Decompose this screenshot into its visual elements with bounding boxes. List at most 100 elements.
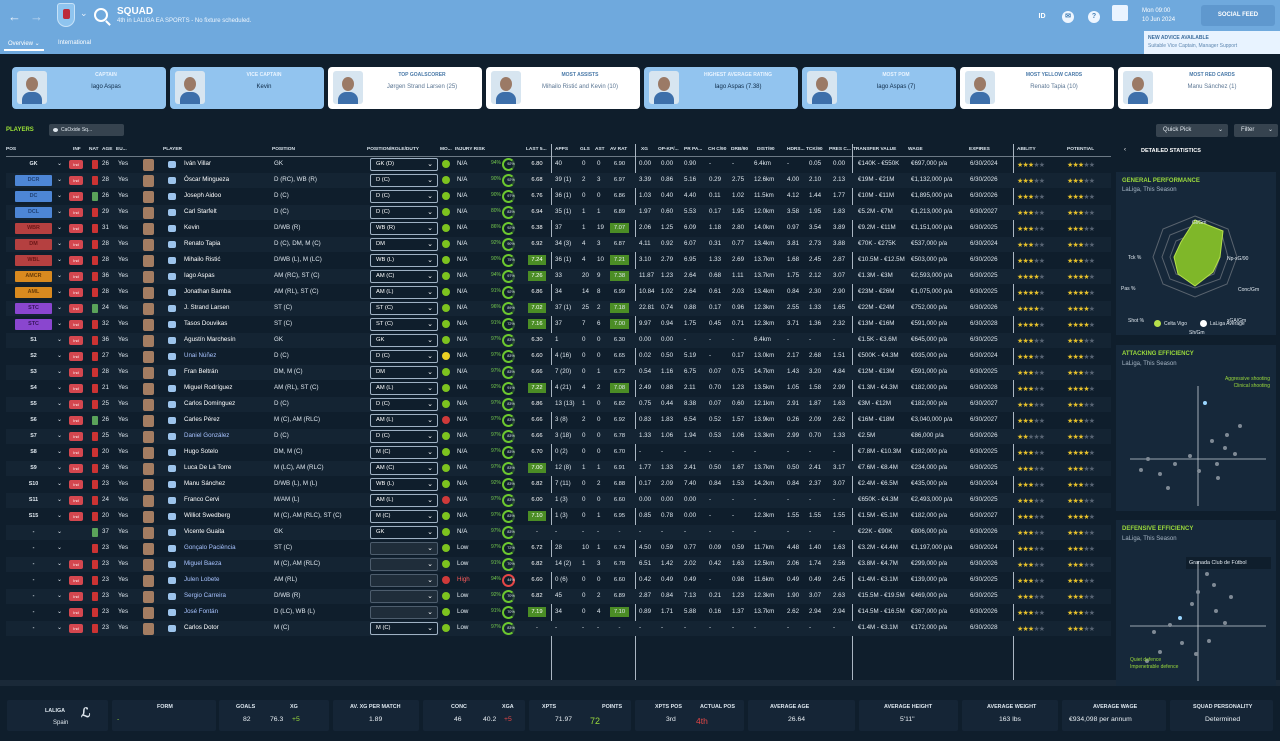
league-block[interactable]: LALIGA Spain ℒ <box>7 700 108 731</box>
filter-button[interactable]: Filter ⌄ <box>1234 124 1278 137</box>
player-name-link[interactable]: Óscar Mingueza <box>184 176 230 183</box>
id-icon[interactable]: ID <box>1038 13 1046 20</box>
column-header-position[interactable]: POSITION <box>272 147 295 152</box>
expand-chevron-icon[interactable]: ⌄ <box>57 273 63 279</box>
role-duty-dropdown[interactable]: D (C) <box>370 350 438 363</box>
expand-chevron-icon[interactable]: ⌄ <box>57 385 63 391</box>
expand-chevron-icon[interactable]: ⌄ <box>57 513 63 519</box>
role-duty-dropdown[interactable]: GK <box>370 334 438 347</box>
table-row[interactable]: - ⌄ 23 Yes Gonçalo Paciência ST (C) Low 97% 72% 6… <box>6 541 1111 556</box>
table-row[interactable]: - ⌄ Ind 23 Yes José Fontán D (LC), WB (L) Low 91… <box>6 605 1111 620</box>
social-feed-button[interactable]: SOCIAL FEED <box>1201 5 1275 26</box>
forward-icon[interactable]: → <box>30 9 43 24</box>
player-name-link[interactable]: Franco Cervi <box>184 496 220 503</box>
role-duty-dropdown[interactable]: DM <box>370 238 438 251</box>
club-menu-chevron-icon[interactable]: ⌄ <box>80 8 88 18</box>
table-row[interactable]: AML ⌄ Ind 28 Yes Jonathan Bamba AM (RL), ST (C… <box>6 285 1111 300</box>
expand-chevron-icon[interactable]: ⌄ <box>57 353 63 359</box>
position-selector[interactable]: - <box>32 561 35 567</box>
role-duty-dropdown[interactable]: AM (C) <box>370 270 438 283</box>
expand-chevron-icon[interactable]: ⌄ <box>57 321 63 327</box>
column-header-transfer-value[interactable]: TRANSFER VALUE <box>853 147 897 152</box>
table-row[interactable]: S11 ⌄ Ind 24 Yes Franco Cervi M/AM (L) AM (L) N/… <box>6 493 1111 508</box>
tab-overview[interactable]: Overview ⌄ <box>4 38 44 51</box>
expand-chevron-icon[interactable]: ⌄ <box>57 481 63 487</box>
expand-chevron-icon[interactable]: ⌄ <box>57 433 63 439</box>
player-name-link[interactable]: Hugo Sotelo <box>184 448 219 455</box>
expand-chevron-icon[interactable]: ⌄ <box>57 417 63 423</box>
column-header-ast[interactable]: AST <box>595 147 605 152</box>
position-selector[interactable]: S8 <box>30 449 37 455</box>
info-badge-icon[interactable]: Ind <box>69 592 83 601</box>
role-duty-dropdown[interactable]: D (C) <box>370 206 438 219</box>
table-row[interactable]: DM ⌄ Ind 28 Yes Renato Tapia D (C), DM, M (C) D… <box>6 237 1111 252</box>
info-badge-icon[interactable]: Ind <box>69 400 83 409</box>
position-selector[interactable]: S15 <box>28 513 39 519</box>
info-badge-icon[interactable]: Ind <box>69 464 83 473</box>
expand-chevron-icon[interactable]: ⌄ <box>57 161 63 167</box>
table-row[interactable]: - ⌄ Ind 23 Yes Miguel Baeza M (C), AM (RLC) Low… <box>6 557 1111 572</box>
column-header-position-role-duty[interactable]: POSITION/ROLE/DUTY <box>367 147 419 152</box>
back-icon[interactable]: ← <box>8 9 21 24</box>
role-duty-dropdown[interactable]: AM (L) <box>370 286 438 299</box>
player-name-link[interactable]: Jonathan Bamba <box>184 288 231 295</box>
expand-chevron-icon[interactable]: ⌄ <box>57 193 63 199</box>
table-row[interactable]: WBR ⌄ Ind 31 Yes Kevin D/WB (R) WB (R) N/A 86% 92%… <box>6 221 1111 236</box>
info-badge-icon[interactable]: Ind <box>69 352 83 361</box>
position-selector[interactable]: S1 <box>30 337 37 343</box>
player-name-link[interactable]: Daniel González <box>184 432 230 439</box>
expand-chevron-icon[interactable]: ⌄ <box>57 369 63 375</box>
position-selector[interactable]: S9 <box>30 465 37 471</box>
table-row[interactable]: STC ⌄ Ind 32 Yes Tasos Douvikas ST (C) ST (C) N/… <box>6 317 1111 332</box>
table-row[interactable]: STC ⌄ Ind 24 Yes J. Strand Larsen ST (C) ST (C)… <box>6 301 1111 316</box>
expand-chevron-icon[interactable]: ⌄ <box>57 337 63 343</box>
mail-icon[interactable]: ✉ <box>1062 11 1074 23</box>
column-header-xg[interactable]: XG <box>641 147 648 152</box>
info-badge-icon[interactable]: Ind <box>69 304 83 313</box>
column-header-dist-90[interactable]: DIST/90 <box>757 147 775 152</box>
table-row[interactable]: S15 ⌄ Ind 20 Yes Williot Swedberg M (C), AM (R… <box>6 509 1111 524</box>
info-badge-icon[interactable]: Ind <box>69 432 83 441</box>
player-name-link[interactable]: Gonçalo Paciência <box>184 544 236 551</box>
position-selector[interactable]: - <box>32 609 35 615</box>
help-icon[interactable]: ? <box>1088 11 1100 23</box>
position-selector[interactable]: GK <box>29 161 38 167</box>
expand-chevron-icon[interactable]: ⌄ <box>57 625 63 631</box>
player-name-link[interactable]: Williot Swedberg <box>184 512 231 519</box>
player-name-link[interactable]: Sergio Carreira <box>184 592 226 599</box>
role-duty-dropdown[interactable] <box>370 590 438 603</box>
player-name-link[interactable]: Mihailo Ristić <box>184 256 221 263</box>
column-header-apps[interactable]: APPS <box>555 147 569 152</box>
role-duty-dropdown[interactable]: AM (C) <box>370 462 438 475</box>
table-row[interactable]: DC ⌄ Ind 26 Yes Joseph Aidoo D (C) D (C) N/A 90% 9… <box>6 189 1111 204</box>
expand-chevron-icon[interactable]: ⌄ <box>57 177 63 183</box>
table-row[interactable]: GK ⌄ Ind 26 Yes Iván Villar GK GK (D) N/A 94% 92% 6… <box>6 157 1111 172</box>
role-duty-dropdown[interactable]: WB (L) <box>370 254 438 267</box>
quick-pick-button[interactable]: Quick Pick ⌄ <box>1156 124 1228 137</box>
column-header-av-rat[interactable]: AV RAT <box>610 147 628 152</box>
column-header-ch-c-90[interactable]: CH C/90 <box>708 147 727 152</box>
expand-chevron-icon[interactable]: ⌄ <box>57 465 63 471</box>
role-duty-dropdown[interactable]: GK <box>370 526 438 539</box>
column-header-pres-c-[interactable]: PRES C... <box>829 147 851 152</box>
highlight-card[interactable]: TOP GOALSCORER Jørgen Strand Larsen (25) <box>328 67 482 109</box>
position-selector[interactable]: DCR <box>15 175 52 186</box>
role-duty-dropdown[interactable]: DM <box>370 366 438 379</box>
table-row[interactable]: S2 ⌄ Ind 27 Yes Unai Núñez D (C) D (C) N/A 97% 83%… <box>6 349 1111 364</box>
position-selector[interactable]: S5 <box>30 401 37 407</box>
position-selector[interactable]: AML <box>15 287 52 298</box>
player-name-link[interactable]: Julen Lobete <box>184 576 220 583</box>
info-badge-icon[interactable]: Ind <box>69 608 83 617</box>
back-chevron-icon[interactable]: ‹ <box>1124 147 1126 153</box>
column-header-ability[interactable]: ABILITY <box>1017 147 1036 152</box>
info-badge-icon[interactable]: Ind <box>69 192 83 201</box>
expand-chevron-icon[interactable]: ⌄ <box>57 401 63 407</box>
table-row[interactable]: S8 ⌄ Ind 20 Yes Hugo Sotelo DM, M (C) M (C) N/A 9… <box>6 445 1111 460</box>
position-selector[interactable]: STC <box>15 319 52 330</box>
role-duty-dropdown[interactable]: D (C) <box>370 398 438 411</box>
column-header-player[interactable]: PLAYER <box>163 147 183 152</box>
player-name-link[interactable]: Luca De La Torre <box>184 464 232 471</box>
position-selector[interactable]: S11 <box>28 497 39 503</box>
expand-chevron-icon[interactable]: ⌄ <box>57 449 63 455</box>
table-row[interactable]: S3 ⌄ Ind 28 Yes Fran Beltrán DM, M (C) DM N/A 97%… <box>6 365 1111 380</box>
